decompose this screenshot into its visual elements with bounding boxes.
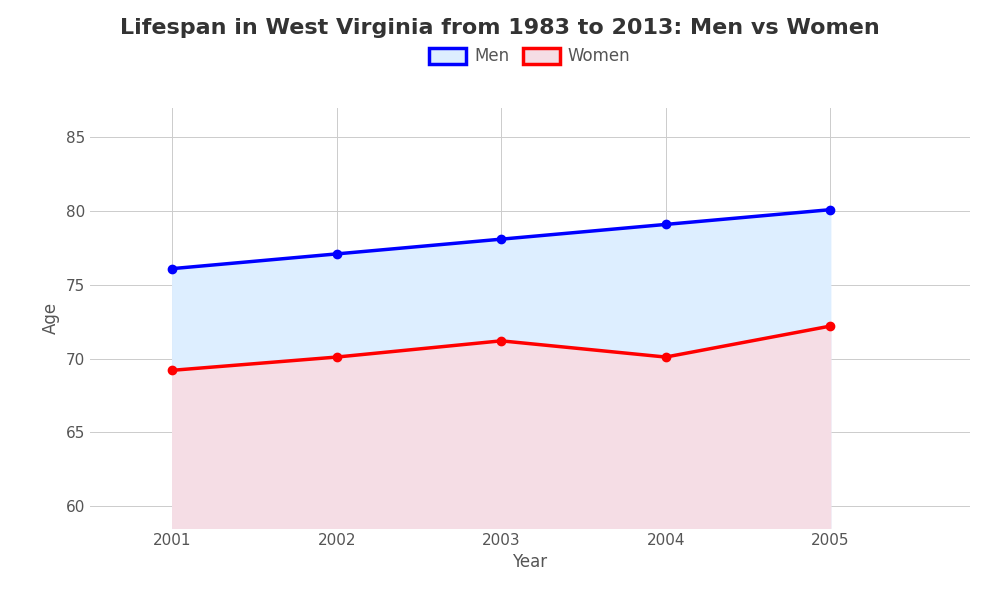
- Legend: Men, Women: Men, Women: [423, 41, 637, 72]
- Y-axis label: Age: Age: [42, 302, 60, 334]
- Text: Lifespan in West Virginia from 1983 to 2013: Men vs Women: Lifespan in West Virginia from 1983 to 2…: [120, 18, 880, 38]
- X-axis label: Year: Year: [512, 553, 548, 571]
